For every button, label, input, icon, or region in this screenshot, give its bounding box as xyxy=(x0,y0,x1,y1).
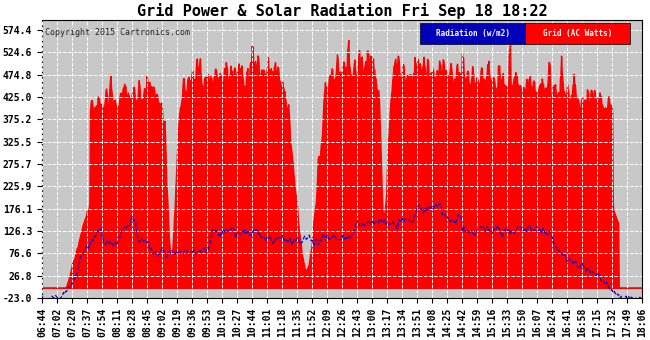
Text: Copyright 2015 Cartronics.com: Copyright 2015 Cartronics.com xyxy=(45,28,190,37)
FancyBboxPatch shape xyxy=(420,23,525,44)
Title: Grid Power & Solar Radiation Fri Sep 18 18:22: Grid Power & Solar Radiation Fri Sep 18 … xyxy=(136,3,547,19)
Text: Grid (AC Watts): Grid (AC Watts) xyxy=(543,29,612,38)
Text: Radiation (w/m2): Radiation (w/m2) xyxy=(436,29,510,38)
FancyBboxPatch shape xyxy=(525,23,630,44)
